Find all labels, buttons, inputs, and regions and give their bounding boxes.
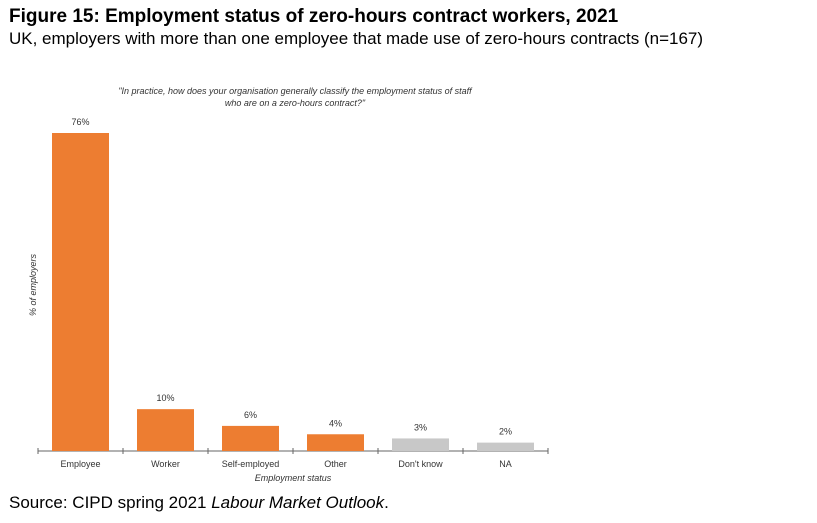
x-tick-label: NA: [499, 459, 512, 469]
source-title: Labour Market Outlook: [211, 493, 385, 512]
bar-na: [477, 442, 534, 451]
figure-title: Figure 15: Employment status of zero-hou…: [9, 6, 619, 27]
data-label: 6%: [244, 410, 257, 420]
data-label: 4%: [329, 418, 342, 428]
bar-worker: [137, 409, 194, 451]
bar-self-employed: [222, 425, 279, 451]
chart-title-line2: who are on a zero-hours contract?": [225, 98, 366, 108]
x-tick-label: Self-employed: [222, 459, 280, 469]
chart-title-line1: "In practice, how does your organisation…: [118, 86, 473, 96]
x-tick-label: Don't know: [398, 459, 443, 469]
x-tick-label: Other: [324, 459, 347, 469]
source-prefix: Source: CIPD spring 2021: [9, 493, 212, 512]
data-label: 10%: [156, 393, 174, 403]
data-label: 76%: [71, 117, 89, 127]
source-note: Source: CIPD spring 2021 Labour Market O…: [9, 493, 389, 513]
x-tick-label: Worker: [151, 459, 180, 469]
y-axis-label: % of employers: [28, 253, 38, 316]
figure-subtitle: UK, employers with more than one employe…: [9, 29, 704, 48]
data-label: 2%: [499, 427, 512, 437]
x-axis-label: Employment status: [255, 473, 332, 483]
bar-don-t-know: [392, 438, 449, 451]
bar-employee: [52, 133, 109, 451]
x-tick-label: Employee: [60, 459, 100, 469]
data-label: 3%: [414, 422, 427, 432]
source-suffix: .: [384, 493, 389, 512]
bar-other: [307, 434, 364, 451]
